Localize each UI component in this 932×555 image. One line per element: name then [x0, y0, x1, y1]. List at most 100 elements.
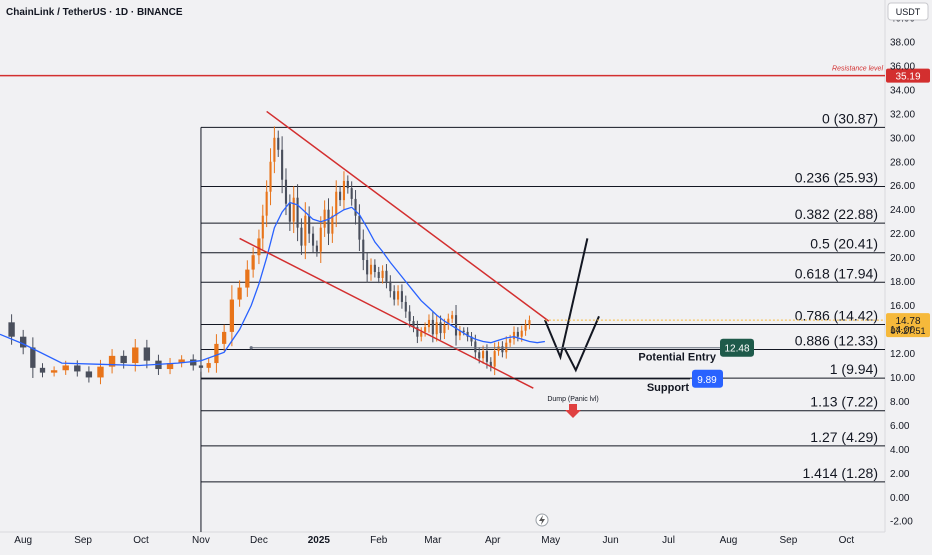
fib-label: 1.414 (1.28)	[803, 465, 879, 481]
candle-body	[8, 322, 15, 337]
candle-body	[451, 315, 454, 319]
y-tick-label: 32.00	[890, 109, 915, 120]
projection-paths	[543, 238, 600, 373]
candle-body	[120, 355, 127, 364]
time-axis[interactable]: Aug Sep Oct Nov Dec 2025 Feb Mar Apr May Jun Jul Aug…	[14, 535, 854, 546]
price-axis[interactable]: 40.0038.0036.0034.0032.0030.0028.0026.00…	[890, 13, 915, 527]
y-tick-label: 14.00	[890, 325, 915, 336]
candle-body	[206, 363, 211, 368]
y-tick-label: 2.00	[890, 469, 910, 480]
candle-body	[304, 215, 307, 246]
y-tick-label: 12.00	[890, 349, 915, 360]
y-tick-label: 36.00	[890, 61, 915, 72]
y-tick-label: 10.00	[890, 373, 915, 384]
candle-body	[489, 361, 492, 367]
x-tick-label: Sep	[779, 535, 797, 546]
y-tick-label: 20.00	[890, 253, 915, 264]
candle-body	[420, 331, 423, 337]
bar-countdown-text: 07:27:51	[890, 326, 925, 336]
x-tick-label: Dec	[250, 535, 268, 546]
candle-body	[427, 319, 431, 328]
y-tick-label: 18.00	[890, 277, 915, 288]
candle-body	[431, 319, 434, 335]
fib-label: 0.382 (22.88)	[795, 206, 878, 222]
candle-body	[288, 203, 291, 222]
y-tick-label: 16.00	[890, 301, 915, 312]
x-tick-label: Oct	[839, 535, 855, 546]
candle-body	[400, 291, 403, 302]
fib-label: 0.886 (12.33)	[795, 333, 878, 349]
candle-body	[466, 331, 469, 337]
candle-body	[520, 330, 523, 337]
moving-average	[0, 201, 546, 367]
candle-body	[198, 365, 204, 368]
y-tick-label: 34.00	[890, 85, 915, 96]
potential-entry-anchor	[249, 346, 253, 350]
y-tick-label: 30.00	[890, 133, 915, 144]
y-tick-label: 22.00	[890, 229, 915, 240]
candle-body	[30, 347, 36, 368]
candle-body	[366, 260, 369, 275]
candle-body	[62, 365, 69, 371]
moving-average-line	[0, 201, 546, 367]
y-tick-label: -2.00	[890, 517, 913, 528]
currency-badge[interactable]: USDT	[887, 2, 929, 21]
fib-label: 1 (9.94)	[830, 361, 878, 377]
candle-body	[50, 370, 58, 373]
candle-body	[350, 188, 353, 199]
candle-body	[474, 341, 477, 353]
x-tick-label: Mar	[424, 535, 442, 546]
candle-body	[323, 209, 326, 228]
candle-body	[19, 336, 27, 348]
candle-body	[308, 215, 311, 234]
candle-body	[412, 321, 415, 328]
candle-body	[296, 197, 299, 228]
candle-body	[362, 239, 365, 261]
channel-upper-line	[266, 110, 550, 322]
candle-body	[416, 327, 419, 337]
x-tick-label: Aug	[14, 535, 32, 546]
candle-body	[178, 359, 185, 364]
candle-body	[346, 180, 349, 189]
candle-body	[381, 270, 384, 278]
x-tick-label: Apr	[485, 535, 501, 546]
projection-path-a	[543, 238, 589, 361]
candle-body	[443, 324, 446, 334]
x-tick-label: May	[541, 535, 560, 546]
candle-body	[327, 209, 330, 234]
y-tick-label: 4.00	[890, 445, 910, 456]
candle-body	[462, 330, 465, 332]
candle-body	[300, 227, 303, 246]
candle-body	[281, 149, 284, 180]
candle-body	[497, 346, 500, 352]
candle-body	[108, 355, 116, 367]
candle-body	[245, 269, 250, 288]
potential-entry-tag	[720, 338, 754, 357]
candle-body	[292, 197, 295, 222]
x-tick-label: Nov	[192, 535, 210, 546]
dump-label: Dump (Panic lvl)	[547, 396, 598, 403]
y-tick-label: 8.00	[890, 397, 910, 408]
fib-label: 1.27 (4.29)	[810, 429, 878, 445]
candle-body	[277, 137, 280, 150]
fibonacci-levels: 0 (30.87) 0.236 (25.93) 0.382 (22.88) 0.5 (…	[200, 110, 885, 532]
y-tick-label: 24.00	[890, 205, 915, 216]
candle-body	[261, 215, 264, 239]
candle-body	[439, 322, 442, 334]
candle-body	[509, 339, 512, 343]
candle-body	[478, 352, 481, 359]
fib-label: 0 (30.87)	[822, 110, 878, 126]
candle-body	[454, 315, 458, 336]
candle-body	[385, 270, 388, 282]
fib-label: 1.13 (7.22)	[810, 394, 878, 410]
x-tick-label: Jul	[662, 535, 675, 546]
candle-body	[335, 191, 338, 216]
candle-body	[389, 281, 392, 292]
replay-icon[interactable]	[535, 513, 549, 527]
x-tick-label: Sep	[74, 535, 92, 546]
candle-body	[482, 351, 485, 359]
candle-body	[251, 255, 255, 270]
candle-body	[485, 351, 489, 362]
